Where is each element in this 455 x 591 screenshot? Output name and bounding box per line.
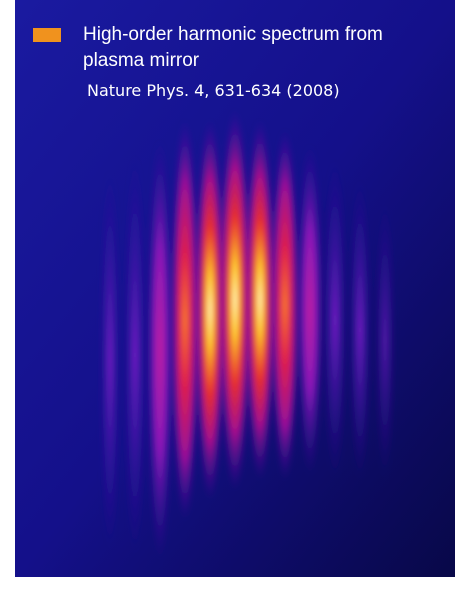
citation: Nature Phys. 4, 631-634 (2008) [87, 81, 340, 100]
caption-line: High-order harmonic spectrum from [83, 24, 383, 46]
caption-line: plasma mirror [83, 50, 199, 72]
page: High-order harmonic spectrum from plasma… [0, 0, 455, 591]
legend-swatch [33, 28, 61, 42]
